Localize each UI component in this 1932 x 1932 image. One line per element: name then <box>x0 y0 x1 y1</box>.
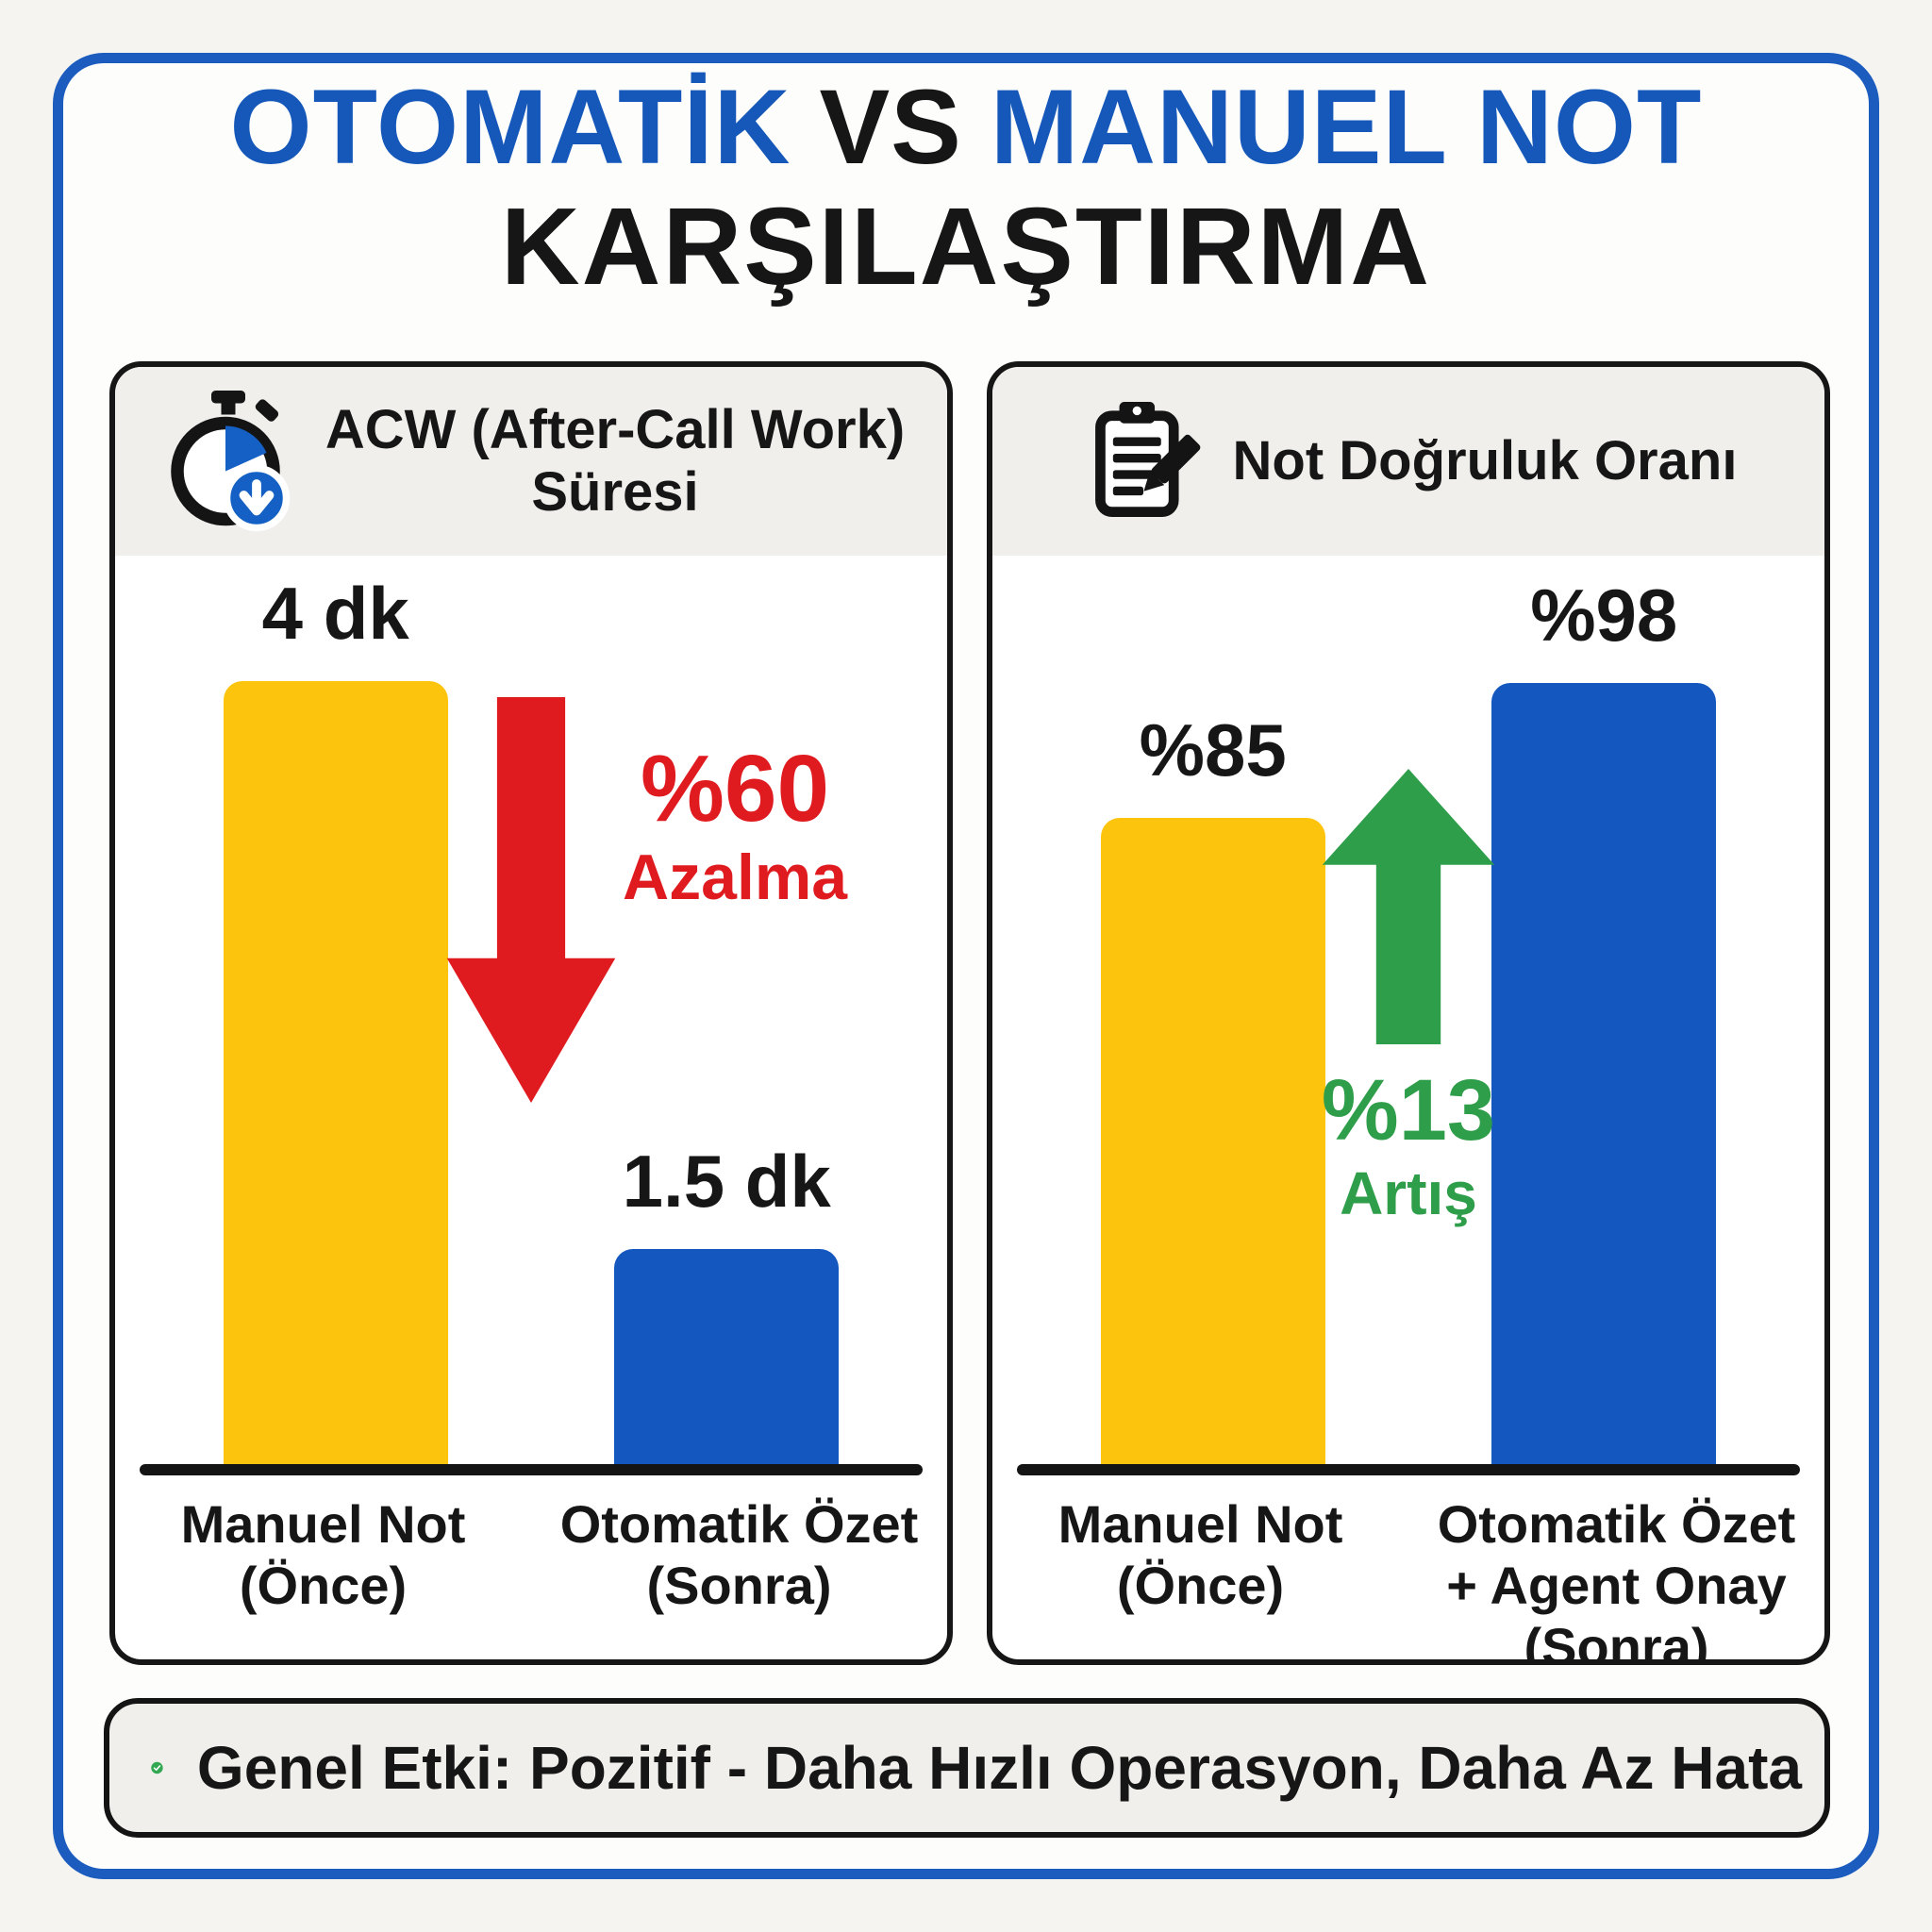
accuracy-panel-header: Not Doğruluk Oranı <box>992 367 1824 556</box>
acw-change-word: Azalma <box>623 841 848 913</box>
acw-chart: 4 dk 1.5 dk %60 Azalma <box>115 556 947 1475</box>
acw-bar-auto <box>614 1249 840 1464</box>
accuracy-cat-auto-line1: Otomatik Özet <box>1437 1494 1796 1554</box>
acw-cat-manual-line2: (Önce) <box>239 1555 408 1615</box>
acw-panel-title: ACW (After-Call Work) Süresi <box>325 399 905 523</box>
summary-banner: Genel Etki: Pozitif - Daha Hızlı Operasy… <box>104 1698 1830 1838</box>
acw-cat-manual-line1: Manuel Not <box>180 1494 466 1554</box>
accuracy-change-percent: %13 <box>1321 1062 1496 1158</box>
accuracy-cat-auto-line2: + Agent Onay <box>1446 1555 1787 1615</box>
acw-cat-auto-line2: (Sonra) <box>646 1555 832 1615</box>
accuracy-category-labels: Manuel Not (Önce) Otomatik Özet + Agent … <box>992 1475 1824 1665</box>
clipboard-pencil-icon <box>1094 402 1200 517</box>
accuracy-bar-manual <box>1100 818 1325 1464</box>
acw-panel: ACW (After-Call Work) Süresi 4 dk 1.5 dk… <box>109 361 953 1665</box>
title-manuel-not: MANUEL NOT <box>990 68 1703 186</box>
arrow-up-icon <box>1322 769 1495 1044</box>
check-circle-icon <box>151 1761 163 1774</box>
accuracy-axis-baseline <box>1017 1464 1800 1475</box>
title-vs: VS <box>819 68 962 186</box>
acw-title-line1: ACW (After-Call Work) <box>325 399 906 461</box>
acw-value-manual: 4 dk <box>261 572 409 655</box>
accuracy-change-word: Artış <box>1340 1158 1477 1227</box>
acw-title-line2: Süresi <box>531 461 699 523</box>
acw-change-percent: %60 <box>640 736 830 841</box>
arrow-down-icon <box>446 697 616 1103</box>
accuracy-cat-auto: Otomatik Özet + Agent Onay (Sonra) <box>1408 1475 1824 1665</box>
stopwatch-down-icon <box>171 391 291 532</box>
acw-category-labels: Manuel Not (Önce) Otomatik Özet (Sonra) <box>115 1475 947 1617</box>
accuracy-value-auto: %98 <box>1530 574 1678 657</box>
page-title: OTOMATİK VS MANUEL NOT KARŞILAŞTIRMA <box>0 73 1932 308</box>
accuracy-cat-manual: Manuel Not (Önce) <box>992 1475 1408 1659</box>
acw-value-auto: 1.5 dk <box>622 1140 831 1223</box>
title-otomatik: OTOMATİK <box>229 68 791 186</box>
accuracy-chart: %85 %98 %13 Artış <box>992 556 1824 1475</box>
title-line-2: KARŞILAŞTIRMA <box>500 185 1432 308</box>
accuracy-value-manual: %85 <box>1139 708 1287 791</box>
acw-cat-auto: Otomatik Özet (Sonra) <box>531 1475 947 1617</box>
acw-bar-manual <box>223 681 448 1464</box>
accuracy-bar-auto <box>1491 683 1717 1464</box>
summary-text: Genel Etki: Pozitif - Daha Hızlı Operasy… <box>196 1734 1802 1802</box>
accuracy-title-line1: Not Doğruluk Oranı <box>1232 430 1738 492</box>
accuracy-panel-title: Not Doğruluk Oranı <box>1233 430 1738 492</box>
accuracy-cat-manual-line2: (Önce) <box>1116 1555 1285 1615</box>
acw-cat-auto-line1: Otomatik Özet <box>559 1494 919 1554</box>
accuracy-change-label: %13 Artış <box>1217 1065 1600 1225</box>
title-line-1: OTOMATİK VS MANUEL NOT <box>0 73 1932 181</box>
acw-change-label: %60 Azalma <box>548 740 923 911</box>
acw-cat-manual: Manuel Not (Önce) <box>115 1475 531 1617</box>
acw-panel-header: ACW (After-Call Work) Süresi <box>115 367 947 556</box>
accuracy-panel: Not Doğruluk Oranı %85 %98 %13 Artış Man… <box>987 361 1830 1665</box>
accuracy-cat-auto-line3: (Sonra) <box>1524 1616 1709 1665</box>
accuracy-cat-manual-line1: Manuel Not <box>1058 1494 1343 1554</box>
acw-axis-baseline <box>140 1464 923 1475</box>
